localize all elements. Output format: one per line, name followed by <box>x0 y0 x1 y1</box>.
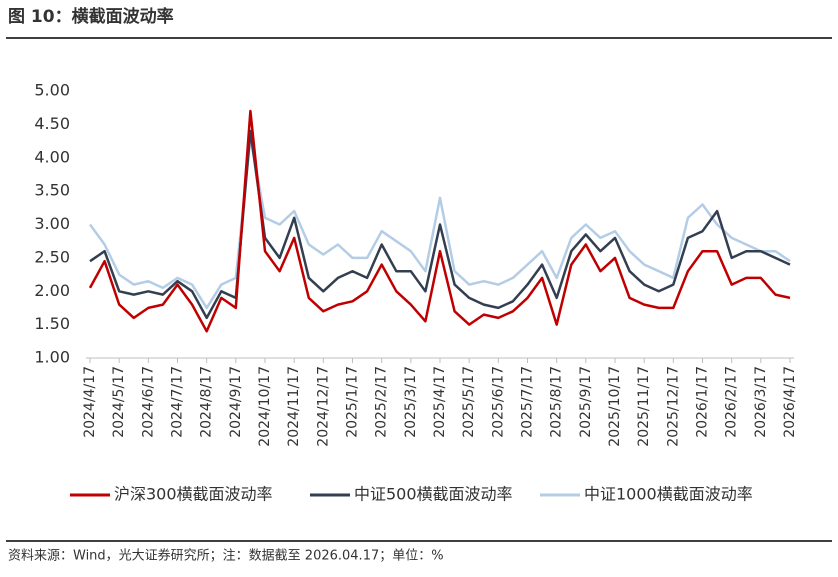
y-tick-label: 3.00 <box>34 214 70 233</box>
y-tick-label: 4.50 <box>34 114 70 133</box>
legend-label: 沪深300横截面波动率 <box>114 485 273 504</box>
series-line <box>88 136 791 310</box>
y-tick-label: 5.00 <box>34 81 70 100</box>
x-tick-label: 2025/4/17 <box>432 366 448 438</box>
x-tick-label: 2025/10/17 <box>607 366 623 447</box>
legend-label: 中证1000横截面波动率 <box>584 485 753 504</box>
x-tick-label: 2024/6/17 <box>140 366 156 438</box>
y-tick-label: 3.50 <box>34 181 70 200</box>
source-note: 资料来源：Wind，光大证券研究所；注：数据截至 2026.04.17；单位：% <box>8 548 444 564</box>
x-tick-label: 2024/8/17 <box>199 366 215 438</box>
x-tick-label: 2025/6/17 <box>490 366 506 438</box>
x-tick-label: 2024/11/17 <box>286 366 302 447</box>
x-tick-label: 2024/9/17 <box>228 366 244 438</box>
y-tick-label: 1.50 <box>34 314 70 333</box>
chart-title: 图 10：横截面波动率 <box>8 6 174 27</box>
x-tick-label: 2025/1/17 <box>345 366 361 438</box>
series-line <box>89 129 791 320</box>
x-tick-label: 2026/2/17 <box>724 366 740 438</box>
x-tick-label: 2024/12/17 <box>315 366 331 447</box>
x-tick-label: 2025/5/17 <box>461 366 477 438</box>
y-tick-label: 2.50 <box>34 247 70 266</box>
y-tick-label: 1.00 <box>34 348 70 367</box>
x-tick-label: 2026/1/17 <box>695 366 711 438</box>
x-tick-label: 2026/4/17 <box>782 366 798 438</box>
x-tick-label: 2025/8/17 <box>549 366 565 438</box>
x-tick-label: 2025/11/17 <box>636 366 652 447</box>
x-tick-label: 2024/4/17 <box>82 366 98 438</box>
y-tick-label: 2.00 <box>34 281 70 300</box>
x-tick-label: 2026/3/17 <box>753 366 769 438</box>
legend-label: 中证500横截面波动率 <box>354 485 513 504</box>
x-tick-label: 2025/9/17 <box>578 366 594 438</box>
x-tick-label: 2025/3/17 <box>403 366 419 438</box>
x-tick-label: 2024/5/17 <box>111 366 127 438</box>
y-tick-label: 4.00 <box>34 147 70 166</box>
x-tick-label: 2025/7/17 <box>520 366 536 438</box>
x-tick-label: 2024/7/17 <box>170 366 186 438</box>
x-tick-label: 2025/2/17 <box>374 366 390 438</box>
x-tick-label: 2025/12/17 <box>665 366 681 447</box>
series-line <box>88 109 791 333</box>
x-tick-label: 2024/10/17 <box>257 366 273 447</box>
